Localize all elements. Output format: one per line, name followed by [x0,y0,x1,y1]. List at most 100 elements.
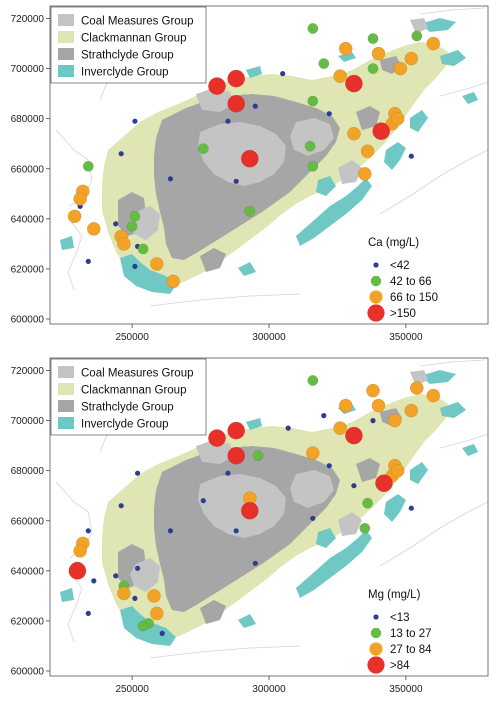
sample-point [338,41,353,56]
sample-point [307,160,319,172]
sample-point [307,23,319,34]
sample-point [388,413,402,428]
concentration-legend-symbol [369,642,383,656]
concentration-legend-label: <42 [390,260,410,272]
calcium-map-panel: 250000 300000 350000 720000 700000 680000 6600… [0,0,500,350]
inverclyde-area [440,402,466,418]
sample-point [149,606,164,621]
concentration-legend-title: Ca (mg/L) [368,237,419,249]
sample-point [135,565,141,571]
y-tick-label: 660000 [11,164,45,175]
inverclyde-area-layer [60,370,478,646]
x-tick-label: 250000 [115,332,149,343]
strathclyde-area [200,600,226,624]
sample-point [390,463,405,478]
sample-point [338,398,353,413]
geology-legend-label: Coal Measures Group [81,16,194,28]
sample-point [252,450,264,462]
sample-point [411,30,423,42]
geology-legend-box [50,6,207,84]
y-tick-label: 640000 [11,566,45,577]
sample-point [304,140,316,152]
sample-point [280,71,286,77]
magnesium-map-panel: 250000 300000 350000 720000 700000 680000 6600… [0,352,500,702]
concentration-legend-label: 13 to 27 [390,628,432,640]
y-tick-label: 700000 [11,64,45,75]
sample-point [326,111,332,117]
sample-point [132,263,138,269]
sample-point [132,595,138,601]
inverclyde-area [384,494,406,522]
sample-point [362,497,374,509]
sample-point [85,528,91,534]
sample-point [310,515,316,521]
x-axis: 250000 300000 350000 [115,676,423,695]
concentration-legend-label: <13 [390,612,410,624]
sample-point [117,237,131,251]
sample-point [135,470,141,476]
concentration-legend-symbol [367,656,385,674]
sample-point [132,118,138,124]
sample-point [227,421,246,440]
sample-point [333,69,348,83]
concentration-legend-symbol [373,614,379,620]
coastline [149,293,301,307]
sample-point [371,398,386,413]
sample-point [404,51,419,66]
x-tick-label: 350000 [389,684,423,695]
geology-legend-swatch [58,366,74,378]
concentration-legend-title: Mg (mg/L) [368,589,421,601]
coastline [379,501,489,567]
sample-point [318,58,330,70]
sample-point [68,561,87,580]
sample-point [113,221,119,227]
geology-legend-box [50,358,207,436]
inverclyde-area [462,444,478,456]
sample-point [240,501,259,520]
geology-legend-swatch [58,14,74,26]
sample-point [326,463,332,469]
coal-measures-area [410,18,428,34]
y-tick-label: 600000 [11,314,45,325]
sample-point [351,483,357,489]
sample-point [357,166,372,181]
sample-point [333,421,348,435]
sample-point [149,257,164,271]
strathclyde-area [200,248,226,272]
concentration-legend-symbol [369,290,383,304]
sample-point [126,220,138,232]
sample-point [409,381,424,395]
coastline [67,219,83,291]
y-axis: 720000 700000 680000 660000 640000 620000 6000… [11,366,50,677]
sample-point [244,205,256,217]
sample-points [67,23,441,289]
strathclyde-area [356,106,380,130]
sample-point [227,69,246,88]
sample-point [345,74,363,93]
geology-legend-label: Clackmannan Group [81,385,186,397]
sample-point [118,151,124,157]
sample-point [208,429,226,447]
coastline [149,645,301,659]
sample-point [85,610,91,616]
coal-measures-area [338,512,362,536]
x-tick-label: 250000 [115,684,149,695]
concentration-legend-symbol [370,275,382,287]
inverclyde-area [238,614,256,628]
x-tick-label: 300000 [252,684,286,695]
y-tick-label: 620000 [11,616,45,627]
sample-point [208,77,226,95]
sample-point [359,522,371,534]
x-axis: 250000 300000 350000 [115,324,423,343]
geology-legend-label: Inverclyde Group [81,419,169,431]
sample-point [375,474,393,493]
geology-legend: Coal Measures Group Clackmannan Group Stra… [50,358,207,436]
x-tick-label: 350000 [389,332,423,343]
concentration-legend: Ca (mg/L) <42 42 to 66 66 to 150 >150 [367,237,438,322]
y-tick-label: 720000 [11,366,45,377]
sample-point [285,425,291,431]
coal-measures-area [198,122,286,186]
geology-legend-label: Inverclyde Group [81,67,169,79]
concentration-legend-symbol [373,262,379,268]
calcium-map: 250000 300000 350000 720000 700000 680000 6600… [11,5,489,343]
